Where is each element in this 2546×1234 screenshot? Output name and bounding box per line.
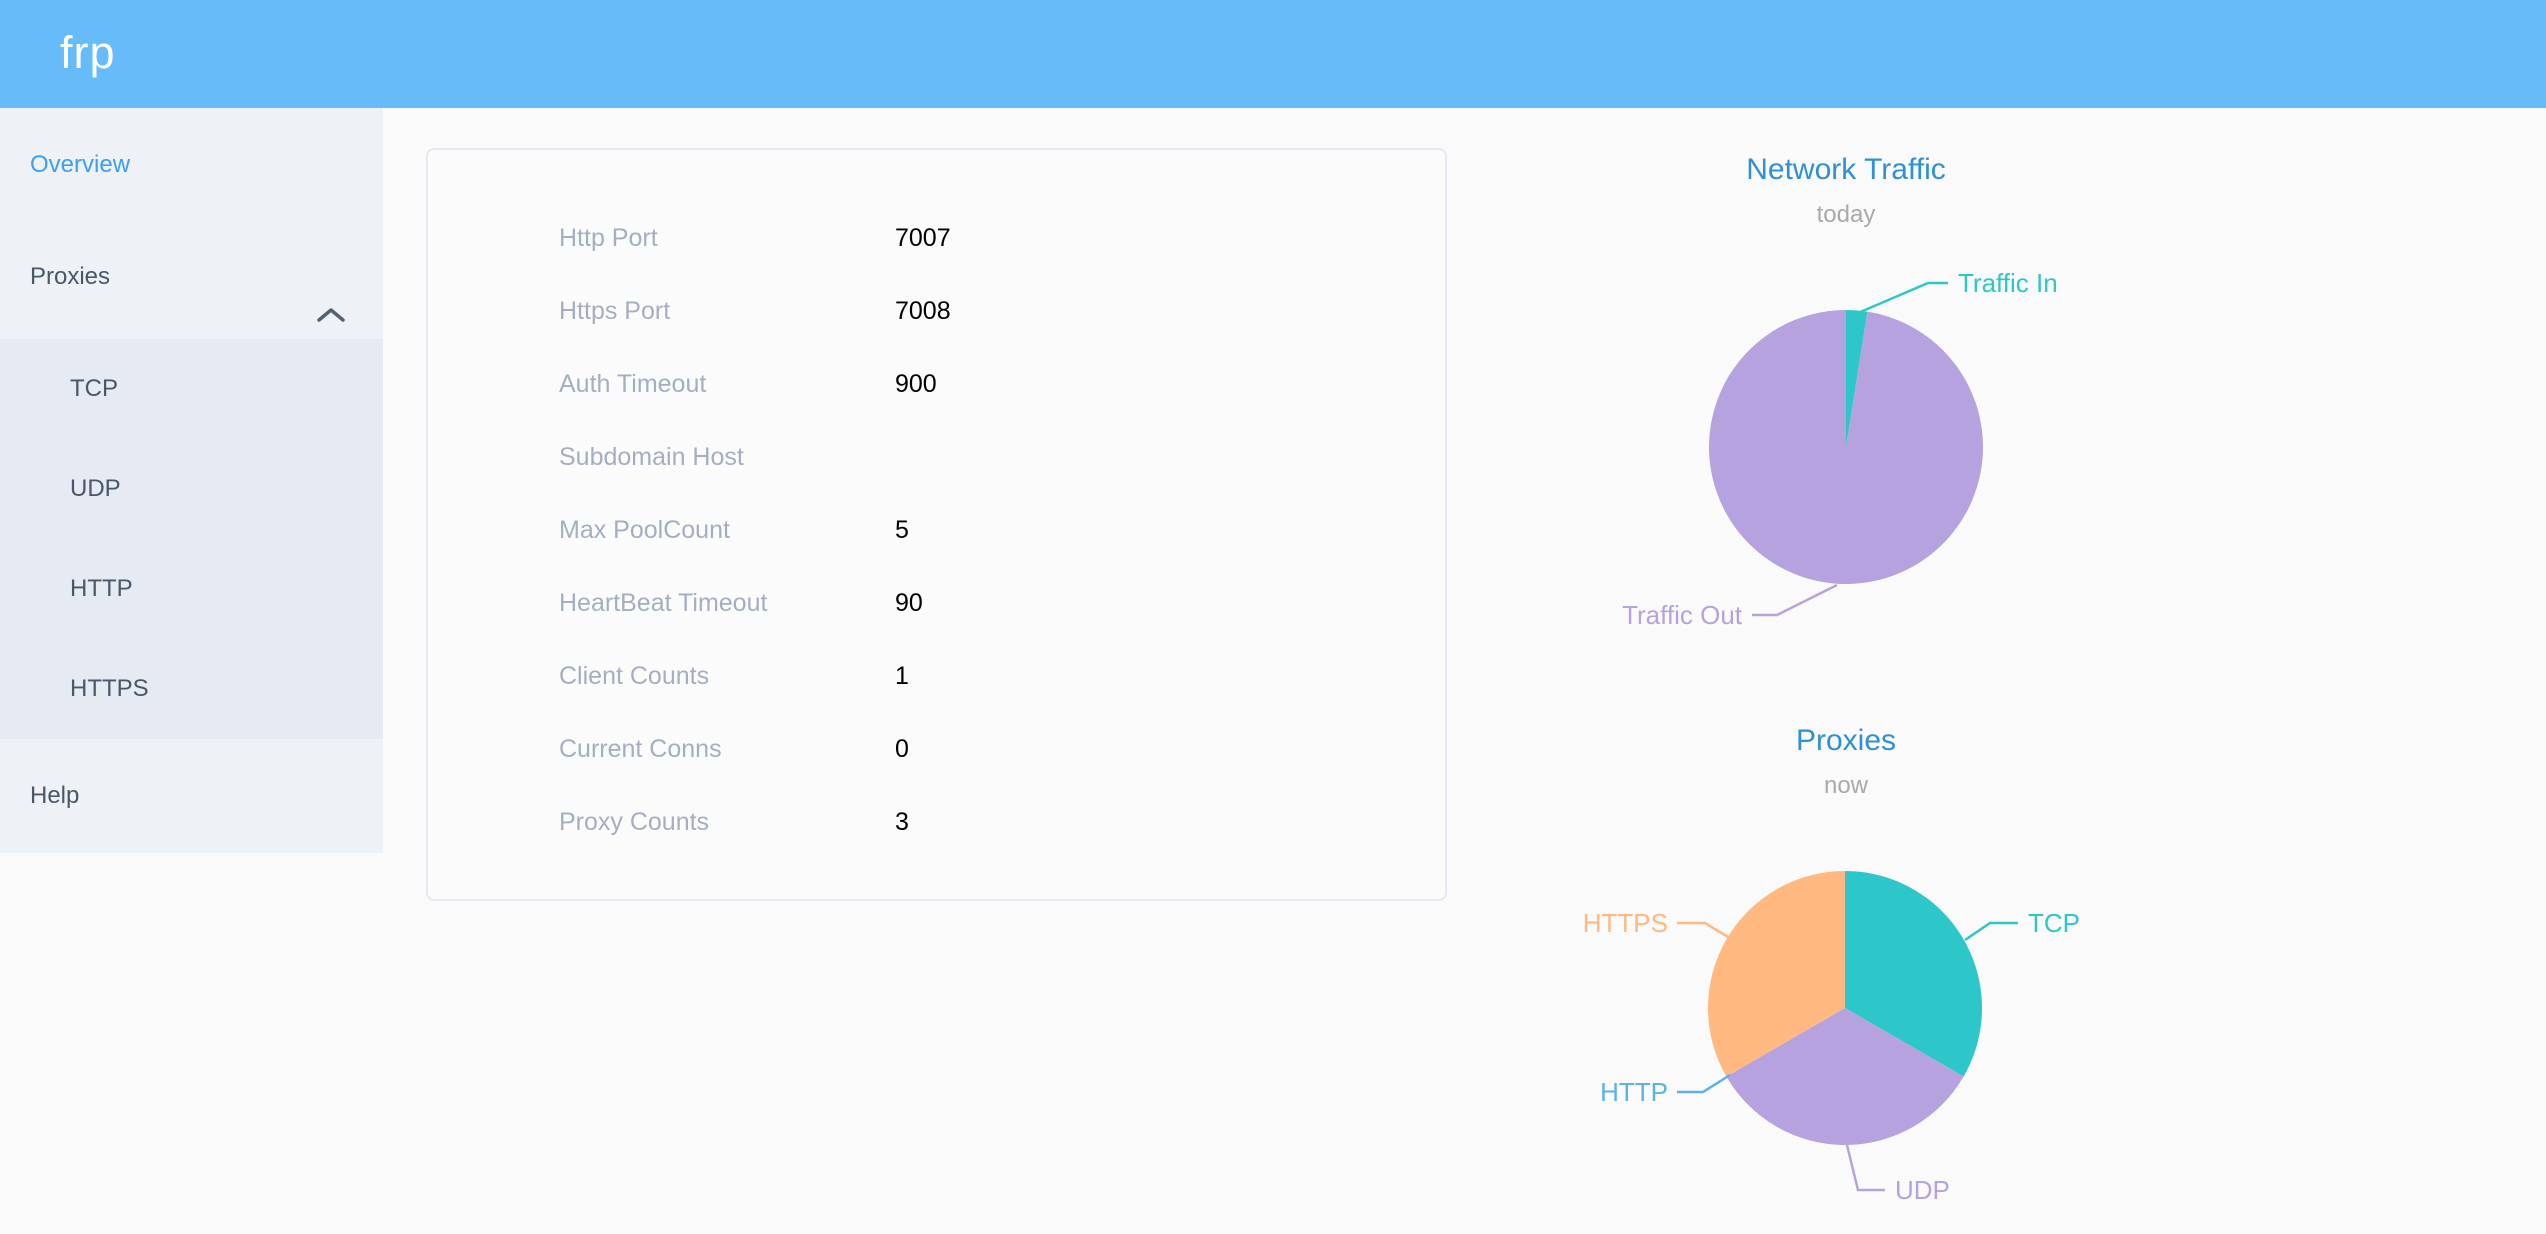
info-row-proxy-counts: Proxy Counts 3 [428, 786, 1445, 859]
info-value: 1 [895, 662, 909, 690]
https-pie-label: HTTPS [1583, 908, 1668, 938]
network-traffic-chart-subtitle: today [1816, 201, 1876, 228]
info-value: 7008 [895, 297, 951, 325]
info-row-max-poolcount: Max PoolCount 5 [428, 494, 1445, 567]
proxies-chart-subtitle: now [1823, 772, 1869, 799]
network-traffic-chart-title: Network Traffic [1746, 153, 1946, 186]
info-label: Subdomain Host [559, 443, 744, 471]
info-label: Proxy Counts [559, 808, 710, 836]
info-row-https-port: Https Port 7008 [428, 275, 1445, 348]
traffic-in-leader-line [1857, 281, 1948, 315]
sidebar-item-http-label: HTTP [70, 575, 133, 602]
sidebar-item-tcp[interactable]: TCP [0, 339, 383, 439]
sidebar-item-udp-label: UDP [70, 475, 121, 502]
sidebar-item-proxies[interactable]: Proxies [0, 222, 383, 332]
app-logo: frp [60, 27, 116, 78]
sidebar-nav: Overview Proxies TCP UDP HTTP HTTPS Help [0, 108, 383, 853]
info-row-subdomain-host: Subdomain Host [428, 421, 1445, 494]
sidebar-item-overview-label: Overview [30, 151, 131, 178]
info-value: 900 [895, 370, 937, 398]
traffic-in-pie-label: Traffic In [1958, 268, 2058, 298]
info-value: 3 [895, 808, 909, 836]
info-value: 5 [895, 516, 909, 544]
tcp-pie-label: TCP [2028, 908, 2080, 938]
info-row-http-port: Http Port 7007 [428, 202, 1445, 275]
info-label: Http Port [559, 224, 658, 252]
udp-pie-label: UDP [1895, 1175, 1950, 1205]
sidebar-item-https-label: HTTPS [70, 675, 149, 702]
pie-slice-https[interactable] [1707, 871, 1845, 1077]
info-row-auth-timeout: Auth Timeout 900 [428, 348, 1445, 421]
tcp-leader-line [1964, 921, 2018, 942]
sidebar-item-tcp-label: TCP [70, 375, 118, 402]
info-label: HeartBeat Timeout [559, 589, 768, 617]
proxies-pie[interactable] [1707, 871, 1982, 1145]
chevron-up-icon [316, 262, 346, 372]
info-row-heartbeat-timeout: HeartBeat Timeout 90 [428, 567, 1445, 640]
info-row-client-counts: Client Counts 1 [428, 640, 1445, 713]
sidebar-item-proxies-label: Proxies [30, 263, 111, 290]
info-value: 7007 [895, 224, 951, 252]
traffic-out-leader-line [1752, 583, 1838, 617]
app-header: frp [0, 0, 2546, 108]
info-label: Auth Timeout [559, 370, 707, 398]
sidebar-submenu-proxies: TCP UDP HTTP HTTPS [0, 339, 383, 739]
proxies-chart-title: Proxies [1795, 724, 1897, 757]
udp-leader-line [1845, 1144, 1885, 1192]
proxies-chart-header: Proxies now [1546, 724, 2146, 800]
info-value: 0 [895, 735, 909, 763]
info-label: Current Conns [559, 735, 722, 763]
sidebar-item-help-label: Help [30, 782, 80, 809]
pie-slice-tcp[interactable] [1845, 871, 1982, 1077]
sidebar-item-overview[interactable]: Overview [0, 108, 383, 222]
pie-slice-traffic-out[interactable] [1708, 310, 1983, 584]
sidebar-item-help[interactable]: Help [0, 739, 383, 853]
server-info-card: Http Port 7007 Https Port 7008 Auth Timeou… [426, 148, 1447, 901]
info-value: 90 [895, 589, 923, 617]
info-label: Max PoolCount [559, 516, 730, 544]
info-row-current-conns: Current Conns 0 [428, 713, 1445, 786]
http-pie-label: HTTP [1600, 1077, 1668, 1107]
sidebar-item-udp[interactable]: UDP [0, 439, 383, 539]
http-leader-line [1677, 1073, 1731, 1094]
info-label: Https Port [559, 297, 671, 325]
info-label: Client Counts [559, 662, 710, 690]
pie-slice-traffic-in[interactable] [1846, 310, 1868, 447]
sidebar-item-http[interactable]: HTTP [0, 539, 383, 639]
traffic-out-pie-label: Traffic Out [1622, 600, 1743, 630]
https-leader-line [1677, 921, 1729, 939]
sidebar-item-https[interactable]: HTTPS [0, 639, 383, 739]
network-traffic-chart-header: Network Traffic today [1546, 153, 2146, 229]
network-traffic-pie[interactable] [1708, 310, 1983, 584]
